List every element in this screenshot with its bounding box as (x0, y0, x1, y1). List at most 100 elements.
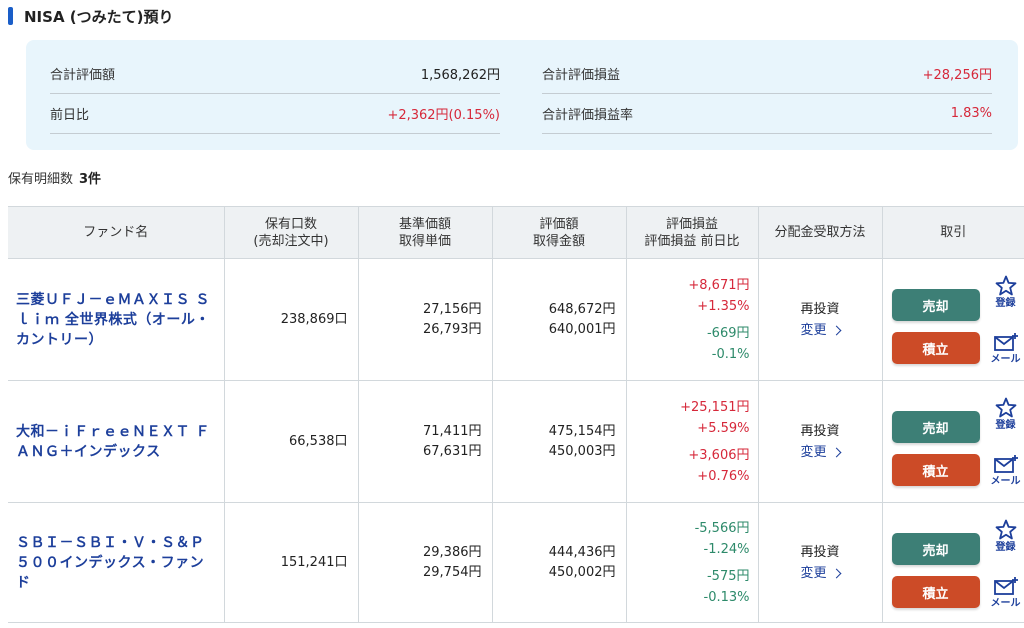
register-favorite-button[interactable]: 登録 (988, 518, 1024, 554)
holdings-table: ファンド名 保有口数 (売却注文中) 基準価額 取得単価 評価額 取得金額 評価損益評… (8, 206, 1024, 623)
pl-percent: -1.24% (703, 541, 750, 557)
mail-label: メール (990, 476, 1021, 487)
summary-row-total-pl: 合計評価損益 +28,256円 (542, 54, 992, 94)
total-pl-rate-value: 1.83% (950, 106, 992, 121)
accumulate-button[interactable]: 積立 (891, 332, 980, 364)
header-value-cost: 評価額 取得金額 (491, 206, 627, 259)
sell-button[interactable]: 売却 (891, 289, 980, 321)
summary-row-total-pl-rate: 合計評価損益率 1.83% (542, 94, 992, 134)
holdings-count-label: 保有明細数 (8, 172, 74, 187)
distribution-method: 再投資 (800, 544, 840, 560)
market-value: 475,154円 (548, 423, 616, 439)
title-accent-bar (8, 7, 13, 25)
mail-button[interactable]: メール (988, 332, 1024, 366)
summary-row-total-value: 合計評価額 1,568,262円 (50, 54, 500, 94)
register-favorite-button[interactable]: 登録 (988, 274, 1024, 310)
register-favorite-button[interactable]: 登録 (988, 396, 1024, 432)
distribution-cell: 再投資 変更 (757, 502, 883, 623)
mail-icon (993, 577, 1018, 595)
day-change-value: +2,362円(0.15%) (387, 108, 500, 123)
register-label: 登録 (995, 542, 1016, 553)
pl-amount: +25,151円 (680, 399, 750, 415)
trade-cell: 売却 積立 登録 メール (881, 258, 1024, 381)
market-value: 444,436円 (548, 544, 616, 560)
distribution-method: 再投資 (800, 423, 840, 439)
nav-cell: 71,411円 67,631円 (357, 380, 493, 503)
nav-value: 27,156円 (423, 301, 482, 317)
chevron-right-icon (831, 325, 841, 336)
cost-unit-value: 26,793円 (423, 321, 482, 337)
cost-value: 450,002円 (548, 564, 616, 580)
units-value: 238,869口 (280, 311, 348, 327)
total-pl-rate-label: 合計評価損益率 (542, 108, 634, 123)
fund-name-cell: 大和－ｉＦｒｅｅＮＥＸＴ ＦＡＮＧ＋インデックス (8, 380, 225, 503)
day-change-label: 前日比 (50, 108, 90, 123)
star-icon (995, 397, 1016, 418)
units-value: 66,538口 (289, 433, 348, 449)
trade-cell: 売却 積立 登録 メール (881, 380, 1024, 503)
distribution-cell: 再投資 変更 (757, 258, 883, 381)
header-nav-cost: 基準価額 取得単価 (357, 206, 493, 259)
change-distribution-link[interactable]: 変更 (800, 321, 841, 341)
star-icon (995, 275, 1016, 296)
accumulate-button[interactable]: 積立 (891, 576, 980, 608)
day-change-amount: +3,606円 (688, 447, 750, 463)
trade-cell: 売却 積立 登録 メール (881, 502, 1024, 623)
market-value: 648,672円 (548, 301, 616, 317)
mail-label: メール (990, 598, 1021, 609)
pl-cell: -5,566円 -1.24% -575円 -0.13% (625, 502, 759, 623)
holdings-count: 保有明細数 3件 (8, 168, 101, 187)
fund-name-cell: 三菱ＵＦＪ－ｅＭＡＸＩＳ Ｓｌｉｍ 全世界株式（オール・カントリー） (8, 258, 225, 381)
summary-row-day-change: 前日比 +2,362円(0.15%) (50, 94, 500, 134)
accumulate-button[interactable]: 積立 (891, 454, 980, 486)
change-distribution-link[interactable]: 変更 (800, 443, 841, 463)
header-trade: 取引 (881, 206, 1024, 259)
fund-name-link[interactable]: 大和－ｉＦｒｅｅＮＥＸＴ ＦＡＮＧ＋インデックス (16, 423, 210, 460)
units-value: 151,241口 (280, 554, 348, 570)
mail-button[interactable]: メール (988, 576, 1024, 610)
table-row: 大和－ｉＦｒｅｅＮＥＸＴ ＦＡＮＧ＋インデックス 66,538口 71,411円… (8, 380, 1024, 503)
pl-cell: +8,671円 +1.35% -669円 -0.1% (625, 258, 759, 381)
chevron-right-icon (831, 447, 841, 458)
day-change-amount: -669円 (706, 325, 750, 341)
mail-icon (993, 333, 1018, 351)
sell-button[interactable]: 売却 (891, 411, 980, 443)
section-header: NISA (つみたて)預り (8, 4, 173, 28)
cost-value: 450,003円 (548, 443, 616, 459)
day-change-percent: -0.13% (703, 589, 750, 605)
header-distribution: 分配金受取方法 (757, 206, 883, 259)
pl-amount: +8,671円 (688, 277, 750, 293)
fund-name-link[interactable]: 三菱ＵＦＪ－ｅＭＡＸＩＳ Ｓｌｉｍ 全世界株式（オール・カントリー） (16, 291, 210, 348)
nav-value: 71,411円 (423, 423, 482, 439)
holdings-count-value: 3件 (79, 172, 102, 187)
fund-name-link[interactable]: ＳＢＩ－ＳＢＩ・Ｖ・Ｓ＆Ｐ５００インデックス・ファンド (16, 534, 205, 591)
chevron-right-icon (831, 568, 841, 579)
value-cell: 444,436円 450,002円 (491, 502, 627, 623)
units-cell: 66,538口 (223, 380, 359, 503)
section-title: NISA (つみたて)預り (24, 7, 174, 26)
value-cell: 475,154円 450,003円 (491, 380, 627, 503)
header-pl: 評価損益 評価損益 前日比 (625, 206, 759, 259)
total-pl-label: 合計評価損益 (542, 68, 621, 83)
total-value: 1,568,262円 (420, 68, 500, 83)
sell-button[interactable]: 売却 (891, 533, 980, 565)
distribution-cell: 再投資 変更 (757, 380, 883, 503)
value-cell: 648,672円 640,001円 (491, 258, 627, 381)
table-row: 三菱ＵＦＪ－ｅＭＡＸＩＳ Ｓｌｉｍ 全世界株式（オール・カントリー） 238,8… (8, 258, 1024, 381)
change-distribution-link[interactable]: 変更 (800, 564, 841, 584)
mail-button[interactable]: メール (988, 454, 1024, 488)
pl-amount: -5,566円 (694, 520, 750, 536)
nav-cell: 27,156円 26,793円 (357, 258, 493, 381)
day-change-percent: -0.1% (711, 346, 750, 362)
units-cell: 238,869口 (223, 258, 359, 381)
cost-value: 640,001円 (548, 321, 616, 337)
total-pl-value: +28,256円 (922, 68, 992, 83)
mail-label: メール (990, 354, 1021, 365)
mail-icon (993, 455, 1018, 473)
register-label: 登録 (995, 420, 1016, 431)
header-fund-name: ファンド名 (8, 206, 225, 259)
units-cell: 151,241口 (223, 502, 359, 623)
nav-value: 29,386円 (423, 544, 482, 560)
summary-panel: 合計評価額 1,568,262円 前日比 +2,362円(0.15%) 合計評価… (26, 40, 1018, 150)
register-label: 登録 (995, 298, 1016, 309)
